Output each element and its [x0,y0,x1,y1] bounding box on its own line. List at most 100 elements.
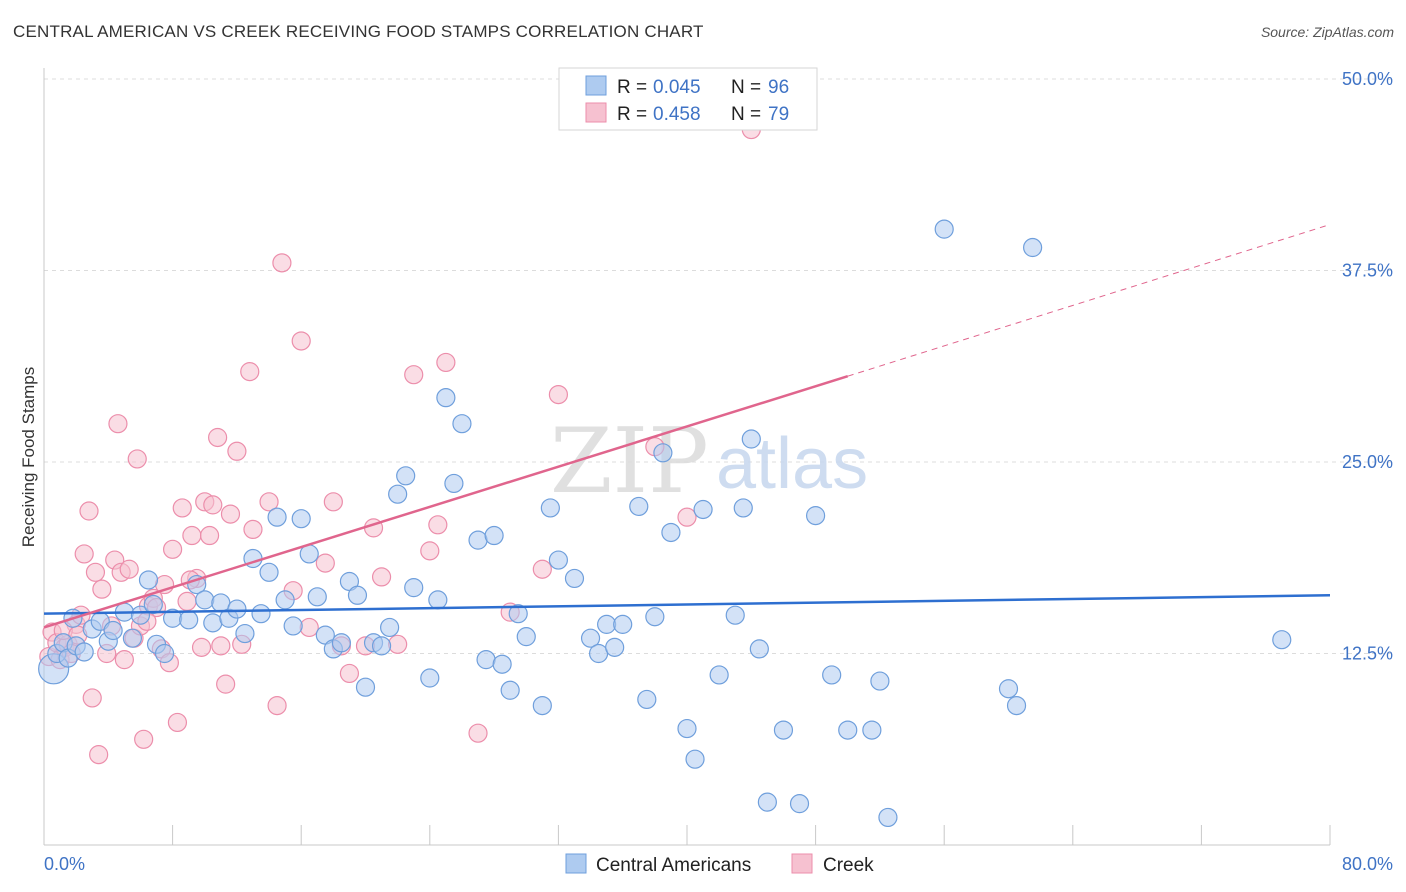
central-americans-point [428,590,448,610]
central-americans-point [661,522,681,543]
legend-r-label-1: R = [617,77,647,98]
central-americans-point [331,633,351,653]
central-americans-point [862,720,882,740]
creek-point [388,634,408,654]
stats-legend: R = 0.045 N = 96 R = 0.458 N = 79 [558,67,818,131]
creek-point [74,544,94,564]
central-americans-point [251,604,271,624]
creek-point [167,712,188,733]
central-americans-point [597,614,617,634]
central-americans-point [275,590,295,610]
trend-lines [43,224,1331,629]
watermark-atlas: atlas [716,424,868,504]
central-americans-point [154,643,175,664]
creek-point [291,331,311,351]
central-americans-point [709,665,729,685]
central-americans-point [143,594,163,615]
creek-point [208,427,228,448]
x-tick-label-max: 80.0% [1342,854,1393,874]
central-americans-point [291,509,311,529]
central-americans-point [476,650,496,670]
central-americans-point [227,599,247,619]
series-legend: Central Americans Creek [565,853,874,876]
central-americans-point [500,680,520,700]
central-americans-point [693,499,713,520]
creek-point [177,591,197,612]
creek-point [468,723,488,743]
y-tick-label: 12.5% [1342,644,1393,664]
y-axis-title: Receiving Food Stamps [19,367,38,547]
creek-point [436,352,456,373]
central-americans-point [677,718,697,739]
central-americans-point [580,628,601,648]
central-americans-point [267,507,287,527]
central-americans-points [38,219,1292,828]
central-americans-point [516,627,536,647]
bottom-legend-label-central-americans: Central Americans [596,855,751,876]
creek-point [677,507,697,527]
central-americans-point [685,749,705,769]
creek-point [82,688,102,708]
creek-point [420,541,440,561]
central-americans-point [588,643,609,664]
central-americans-point [388,484,408,504]
central-americans-point [380,617,400,638]
central-americans-point [74,642,94,662]
y-tick-label: 37.5% [1342,261,1393,281]
central-americans-point [613,614,633,634]
bottom-legend-swatch-central-americans [565,853,587,874]
central-americans-point [629,496,649,517]
central-americans-point [725,605,745,625]
legend-n-label-2: N = [731,104,761,125]
creek-trend-line [43,375,849,629]
creek-point [85,562,106,582]
legend-r-label-2: R = [617,104,647,125]
central-americans-point [749,639,769,659]
central-americans-point [789,794,810,814]
creek-point [92,579,112,599]
central-americans-point [436,388,456,408]
creek-point [119,559,139,579]
creek-point [339,663,360,684]
central-americans-point [605,637,625,657]
creek-point [315,553,335,573]
central-americans-point [259,562,279,582]
central-americans-point [122,628,143,648]
central-americans-point [484,525,504,546]
legend-n-value-2: 79 [768,104,789,125]
legend-swatch-creek [585,102,607,123]
legend-swatch-central-americans [585,75,607,96]
central-americans-point [396,466,416,486]
central-americans-point [540,498,560,518]
central-americans-point [283,616,303,636]
central-americans-point [998,679,1019,699]
central-americans-point [564,568,585,589]
central-americans-point [645,607,665,627]
creek-point [532,559,552,579]
central-americans-point [468,530,488,550]
creek-point [216,674,236,694]
creek-point [240,362,260,382]
central-americans-point [741,429,761,449]
central-americans-point [452,414,472,434]
creek-point [267,695,287,716]
creek-point [299,617,319,638]
chart-title: CENTRAL AMERICAN VS CREEK RECEIVING FOOD… [13,22,704,41]
creek-point [134,729,154,749]
central-americans-point [103,620,123,641]
creek-point [191,637,212,657]
central-americans-point [195,590,215,610]
creek-point [163,539,183,559]
bottom-legend-swatch-creek [791,853,813,874]
central-americans-point [1006,695,1027,716]
central-americans-point [805,506,826,526]
creek-point [259,492,279,512]
central-americans-point [492,654,512,674]
central-americans-point [355,677,376,697]
creek-points [39,119,761,765]
legend-r-value-2: 0.458 [653,104,701,125]
x-tick-label-min: 0.0% [44,854,85,874]
creek-point [182,525,202,546]
central-americans-point [307,587,327,607]
central-americans-point [637,689,657,710]
